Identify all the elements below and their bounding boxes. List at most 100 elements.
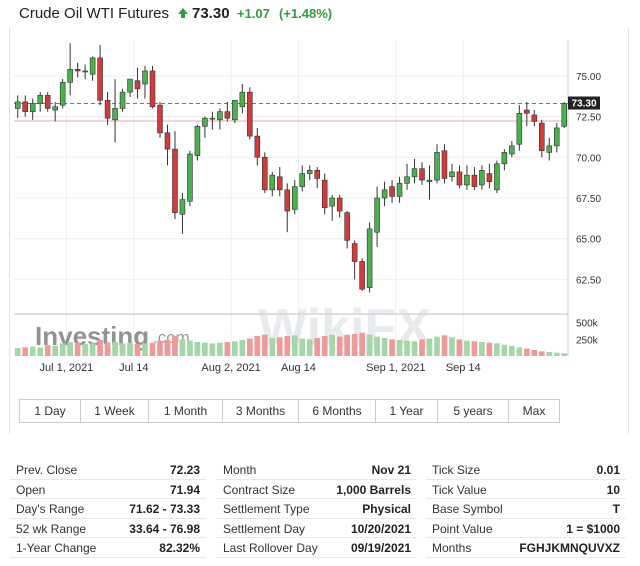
price-tick-label: 75.00 bbox=[576, 72, 601, 83]
volume-bar bbox=[441, 335, 448, 356]
volume-bar bbox=[142, 343, 148, 356]
candle-body bbox=[381, 189, 388, 199]
candle-body bbox=[134, 80, 141, 90]
candle-body bbox=[546, 145, 553, 153]
stat-row: Base Symbol T bbox=[426, 499, 626, 519]
date-tick-label: Sep 1, 2021 bbox=[366, 362, 425, 374]
candle-body bbox=[209, 117, 216, 120]
volume-bar bbox=[396, 340, 403, 356]
stat-row: Open 71.94 bbox=[10, 480, 206, 499]
volume-bar bbox=[351, 334, 358, 356]
candle-body bbox=[112, 108, 118, 121]
candle-body bbox=[202, 117, 208, 127]
volume-bar bbox=[261, 334, 268, 356]
candle-body bbox=[59, 82, 66, 106]
volume-bar bbox=[523, 348, 530, 356]
candle-body bbox=[149, 70, 156, 108]
stat-row: Months FGHJKMNQUVXZ bbox=[426, 538, 626, 558]
date-tick-label: Jul 1, 2021 bbox=[39, 362, 93, 374]
volume-bar bbox=[149, 342, 156, 356]
volume-bar bbox=[172, 336, 178, 356]
price-tick-label: 67.50 bbox=[576, 194, 601, 205]
volume-bar bbox=[314, 338, 321, 356]
candle-body bbox=[419, 168, 425, 181]
price-tick-label: 70.00 bbox=[576, 153, 601, 164]
volume-bar bbox=[254, 336, 261, 356]
candle-body bbox=[37, 95, 43, 104]
volume-bar bbox=[359, 332, 365, 356]
volume-bar bbox=[321, 336, 328, 356]
volume-bar bbox=[269, 338, 276, 356]
volume-bar bbox=[486, 342, 493, 356]
candle-body bbox=[217, 111, 223, 121]
price-tick-label: 62.50 bbox=[576, 275, 601, 286]
volume-bar bbox=[329, 334, 336, 356]
candle-body bbox=[269, 174, 276, 191]
volume-bar bbox=[538, 351, 545, 356]
candle-body bbox=[44, 95, 51, 109]
candle-body bbox=[329, 197, 335, 207]
volume-bar bbox=[509, 346, 515, 356]
tab-1-month[interactable]: 1 Month bbox=[149, 400, 223, 422]
date-tick-label: Sep 14 bbox=[446, 362, 481, 374]
tab-1-day[interactable]: 1 Day bbox=[20, 400, 81, 422]
volume-bar bbox=[531, 350, 538, 356]
candle-body bbox=[389, 186, 395, 197]
candle-body bbox=[501, 152, 508, 165]
volume-bar bbox=[217, 342, 223, 356]
volume-bar bbox=[82, 344, 88, 356]
volume-bar bbox=[246, 338, 253, 356]
volume-bar bbox=[494, 343, 500, 356]
candle-body bbox=[516, 112, 523, 145]
candle-body bbox=[561, 103, 568, 127]
candle-body bbox=[194, 126, 201, 156]
candle-body bbox=[276, 176, 283, 191]
candle-body bbox=[142, 70, 148, 85]
candle-body bbox=[321, 179, 328, 209]
candle-body bbox=[97, 57, 103, 101]
tab-1-week[interactable]: 1 Week bbox=[81, 400, 149, 422]
candle-body bbox=[67, 69, 73, 83]
candle-body bbox=[157, 104, 163, 134]
tab-1-year[interactable]: 1 Year bbox=[376, 400, 438, 422]
volume-bar bbox=[471, 341, 478, 356]
candle-body bbox=[247, 91, 253, 137]
date-tick-label: Aug 2, 2021 bbox=[201, 362, 260, 374]
volume-bar bbox=[561, 353, 568, 356]
up-arrow-icon bbox=[178, 8, 188, 18]
tab-5-years[interactable]: 5 years bbox=[438, 400, 509, 422]
volume-bar bbox=[239, 340, 246, 356]
tab-6-months[interactable]: 6 Months bbox=[299, 400, 376, 422]
candle-body bbox=[306, 169, 313, 174]
volume-bar bbox=[37, 347, 44, 356]
candle-body bbox=[119, 91, 126, 109]
volume-bar bbox=[97, 340, 103, 356]
stat-row: Month Nov 21 bbox=[217, 460, 417, 480]
candle-body bbox=[396, 183, 403, 197]
candle-body bbox=[553, 127, 560, 147]
candle-body bbox=[89, 57, 96, 75]
candle-body bbox=[404, 176, 410, 184]
candle-body bbox=[291, 186, 298, 210]
price-chart[interactable]: Investing .com WikiFX 62.5065.0067.5070.00… bbox=[0, 0, 640, 400]
candle-body bbox=[359, 261, 365, 290]
volume-bar bbox=[44, 345, 51, 356]
tab-max[interactable]: Max bbox=[522, 404, 546, 418]
candle-body bbox=[104, 99, 111, 119]
candle-body bbox=[411, 168, 418, 178]
volume-bar bbox=[411, 341, 418, 356]
candle-body bbox=[464, 174, 470, 186]
candle-body bbox=[374, 197, 380, 233]
volume-bar bbox=[67, 342, 73, 356]
volume-bar bbox=[501, 344, 508, 356]
candle-body bbox=[284, 189, 291, 212]
volume-bar bbox=[419, 339, 425, 356]
volume-bar bbox=[426, 338, 433, 356]
candle-body bbox=[14, 101, 21, 109]
volume-bar bbox=[449, 337, 455, 356]
volume-bar bbox=[224, 342, 231, 356]
volume-bar bbox=[456, 339, 463, 356]
candle-body bbox=[494, 163, 500, 191]
candle-body bbox=[524, 109, 530, 114]
tab-3-months[interactable]: 3 Months bbox=[223, 400, 299, 422]
